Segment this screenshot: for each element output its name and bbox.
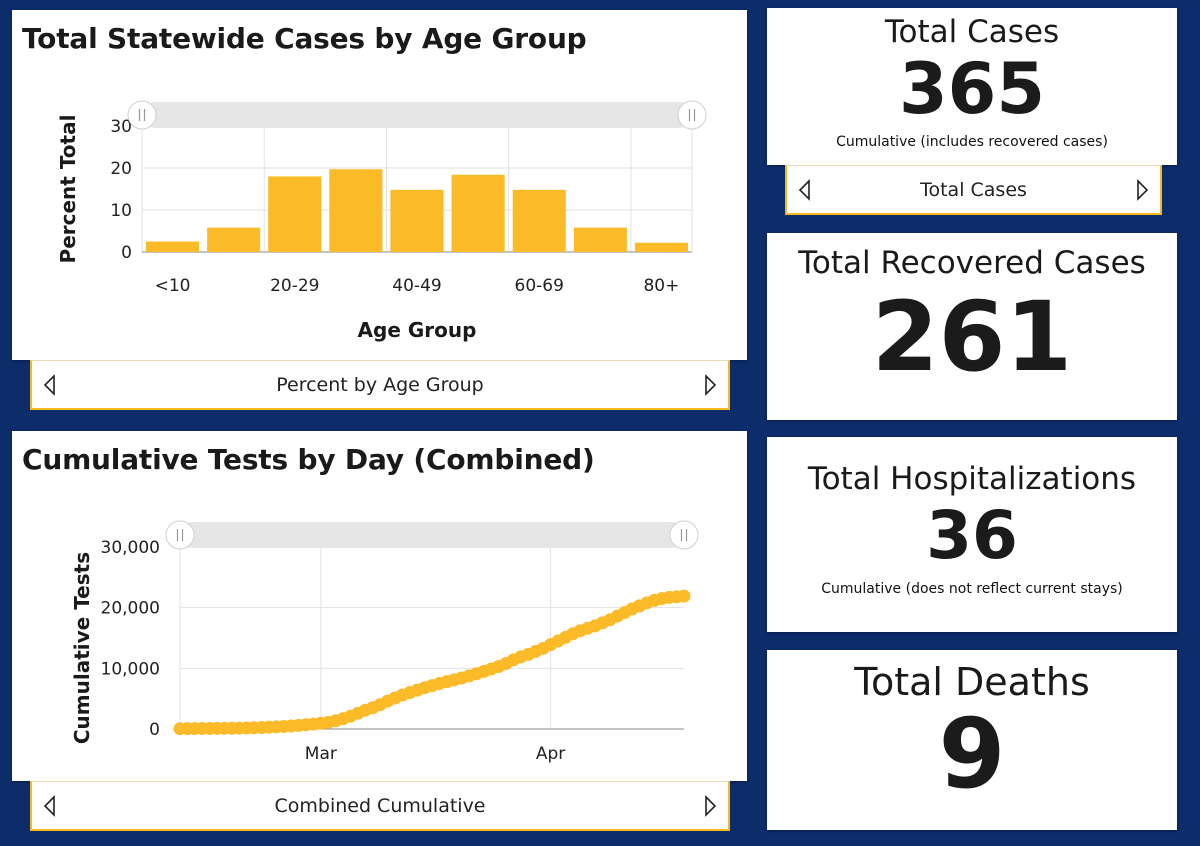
x-tick-label: 20-29 bbox=[270, 276, 319, 296]
tests-panel: Cumulative Tests by Day (Combined) 0 10,0… bbox=[12, 431, 747, 781]
triangle-left-icon bbox=[798, 178, 810, 201]
y-axis-label: Cumulative Tests bbox=[70, 552, 94, 744]
hospitalizations-title: Total Hospitalizations bbox=[807, 461, 1137, 497]
x-tick-label: <10 bbox=[155, 276, 191, 296]
data-point[interactable] bbox=[677, 589, 691, 603]
age-group-nav-label: Percent by Age Group bbox=[276, 373, 484, 396]
age-group-chart: 0 10 20 30 <10 20-29 40-49 60-69 80+ Age Group Per… bbox=[56, 100, 707, 342]
hospitalizations-note: Cumulative (does not reflect current sta… bbox=[821, 581, 1123, 597]
bar[interactable] bbox=[390, 189, 444, 252]
range-slider-track[interactable] bbox=[142, 102, 692, 128]
tests-chart: 0 10,000 20,000 30,000 Mar Apr Cumulative Test… bbox=[70, 520, 699, 764]
y-tick-label: 20 bbox=[110, 159, 132, 179]
age-group-panel: Total Statewide Cases by Age Group 0 10 20… bbox=[12, 10, 747, 360]
y-tick-label: 30,000 bbox=[101, 538, 160, 558]
age-group-nav: Percent by Age Group bbox=[30, 360, 730, 410]
triangle-left-icon bbox=[43, 794, 55, 817]
cases-next-button[interactable] bbox=[1126, 166, 1160, 213]
bar[interactable] bbox=[268, 176, 322, 252]
y-tick-label: 0 bbox=[149, 720, 160, 740]
slider-handle-left[interactable] bbox=[165, 520, 195, 550]
deaths-value: 9 bbox=[938, 698, 1006, 810]
bar[interactable] bbox=[146, 241, 200, 253]
hospitalizations-card: Total Hospitalizations 36 Cumulative (do… bbox=[767, 437, 1177, 632]
x-tick-label: 40-49 bbox=[392, 276, 441, 296]
bar[interactable] bbox=[512, 189, 566, 252]
total-cases-note: Cumulative (includes recovered cases) bbox=[836, 134, 1108, 150]
y-axis-label: Percent Total bbox=[56, 115, 80, 264]
bar[interactable] bbox=[634, 242, 688, 252]
bar[interactable] bbox=[573, 227, 627, 252]
triangle-right-icon bbox=[705, 373, 717, 396]
total-cases-title: Total Cases bbox=[884, 14, 1060, 50]
x-tick-label: 80+ bbox=[643, 276, 679, 296]
x-tick-label: Mar bbox=[305, 744, 337, 764]
triangle-right-icon bbox=[705, 794, 717, 817]
slider-handle-left[interactable] bbox=[127, 100, 157, 130]
bar[interactable] bbox=[451, 174, 505, 252]
y-tick-label: 10,000 bbox=[101, 659, 160, 679]
triangle-left-icon bbox=[43, 373, 55, 396]
tests-nav-label: Combined Cumulative bbox=[274, 794, 486, 817]
total-cases-nav: Total Cases bbox=[785, 165, 1162, 215]
triangle-right-icon bbox=[1137, 178, 1149, 201]
y-tick-label: 10 bbox=[110, 201, 132, 221]
tests-prev-button[interactable] bbox=[32, 782, 66, 829]
x-axis-label: Age Group bbox=[358, 318, 477, 342]
y-tick-label: 20,000 bbox=[101, 599, 160, 619]
recovered-card: Total Recovered Cases 261 bbox=[767, 233, 1177, 420]
tests-nav: Combined Cumulative bbox=[30, 781, 730, 831]
total-cases-card: Total Cases 365 Cumulative (includes rec… bbox=[767, 8, 1177, 165]
bar[interactable] bbox=[207, 227, 261, 252]
recovered-value: 261 bbox=[871, 281, 1073, 393]
range-slider-track[interactable] bbox=[180, 522, 684, 548]
cases-prev-button[interactable] bbox=[787, 166, 821, 213]
age-group-next-button[interactable] bbox=[694, 361, 728, 408]
slider-handle-right[interactable] bbox=[677, 100, 707, 130]
bar[interactable] bbox=[329, 169, 383, 252]
total-cases-value: 365 bbox=[898, 48, 1046, 130]
x-tick-label: 60-69 bbox=[515, 276, 564, 296]
tests-title: Cumulative Tests by Day (Combined) bbox=[22, 443, 595, 476]
deaths-title: Total Deaths bbox=[854, 660, 1090, 704]
y-tick-label: 30 bbox=[110, 117, 132, 137]
slider-handle-right[interactable] bbox=[669, 520, 699, 550]
tests-next-button[interactable] bbox=[694, 782, 728, 829]
y-tick-label: 0 bbox=[121, 243, 132, 263]
age-group-prev-button[interactable] bbox=[32, 361, 66, 408]
deaths-card: Total Deaths 9 bbox=[767, 650, 1177, 830]
age-group-title: Total Statewide Cases by Age Group bbox=[22, 22, 587, 55]
total-cases-nav-label: Total Cases bbox=[920, 178, 1027, 201]
x-tick-label: Apr bbox=[536, 744, 565, 764]
hospitalizations-value: 36 bbox=[926, 497, 1018, 574]
recovered-title: Total Recovered Cases bbox=[798, 245, 1146, 281]
